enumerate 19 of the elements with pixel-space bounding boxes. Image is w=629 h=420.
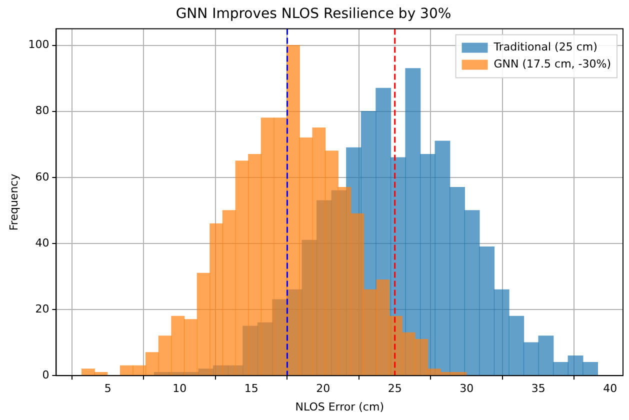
legend-label: Traditional (25 cm)	[492, 40, 598, 54]
x-tick-label: 15	[244, 382, 258, 396]
x-tick-label: 35	[531, 382, 546, 396]
y-axis-title: Frequency	[7, 173, 20, 231]
x-tick-label: 20	[316, 382, 330, 396]
chart-title: GNN Improves NLOS Resilience by 30%	[176, 6, 452, 22]
y-tick-label: 80	[35, 104, 50, 118]
x-tick-label: 40	[603, 382, 618, 396]
y-tick-label: 60	[35, 170, 50, 184]
x-tick-label: 5	[104, 382, 112, 396]
x-axis-title: NLOS Error (cm)	[295, 400, 384, 414]
x-tick-label: 30	[460, 382, 474, 396]
legend-label: GNN (17.5 cm, -30%)	[494, 58, 612, 71]
y-tick-label: 100	[28, 38, 50, 52]
x-tick-label: 10	[172, 382, 187, 396]
y-tick-label: 20	[35, 302, 50, 316]
y-tick-label: 40	[35, 236, 50, 250]
y-tick-label: 0	[42, 368, 50, 382]
x-tick-label: 25	[388, 382, 402, 396]
